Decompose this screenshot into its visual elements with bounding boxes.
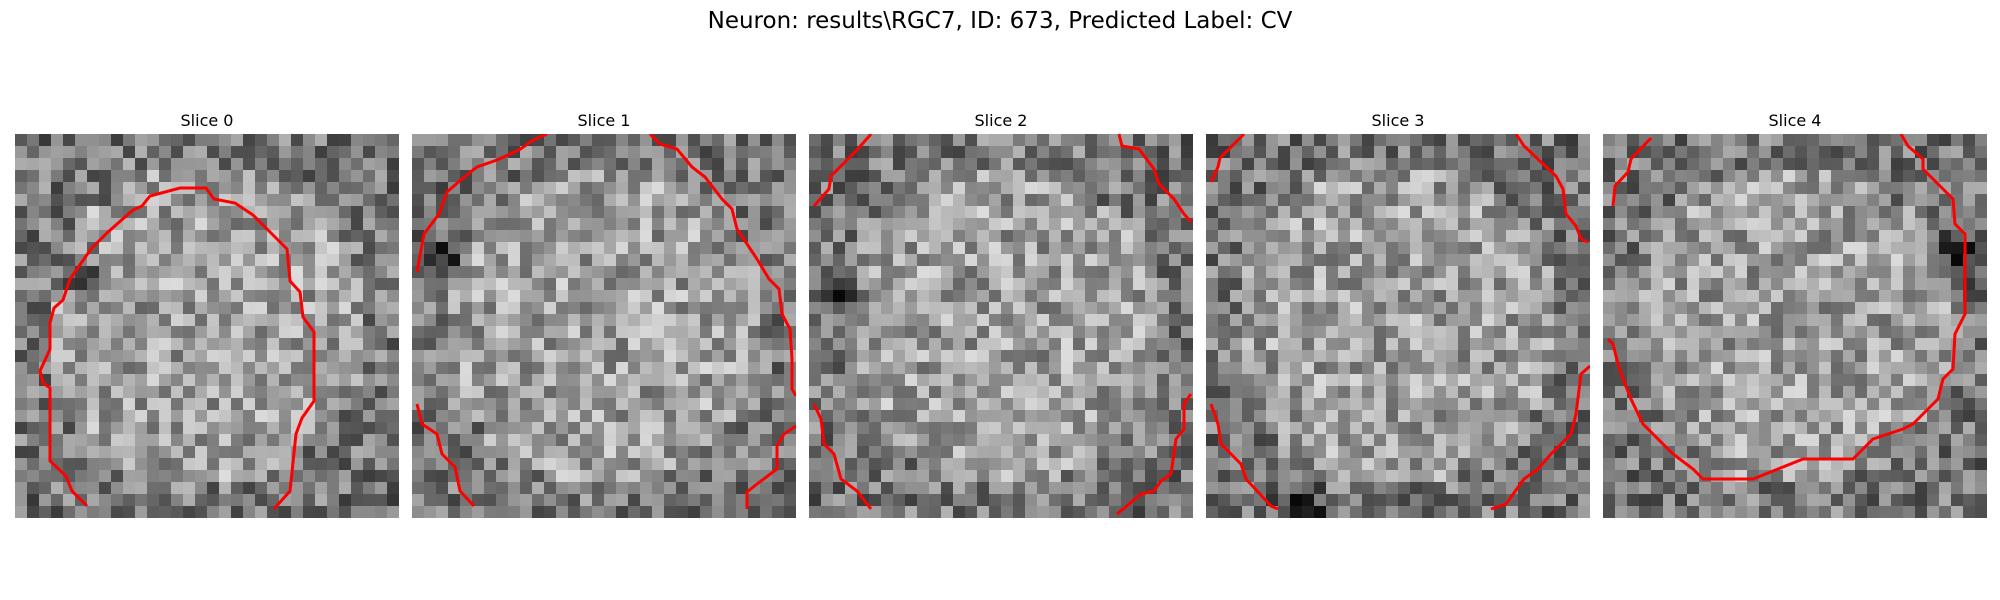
segmentation-contour	[415, 134, 548, 273]
slice-image	[809, 134, 1193, 518]
slice-image	[15, 134, 399, 518]
pixel-grid	[15, 134, 399, 518]
segmentation-contour	[1490, 364, 1590, 511]
slice-title: Slice 1	[577, 111, 631, 130]
segmentation-contour	[1116, 393, 1193, 516]
segmentation-contour	[812, 403, 873, 510]
pixel-grid	[1206, 134, 1590, 518]
slice-panel-0: Slice 0	[15, 108, 399, 518]
slice-image	[412, 134, 796, 518]
segmentation-contour	[648, 134, 796, 397]
segmentation-contour	[1209, 403, 1279, 511]
segmentation-contour	[745, 424, 796, 509]
slice-panel-4: Slice 4	[1603, 108, 1987, 518]
slice-panel-1: Slice 1	[412, 108, 796, 518]
segmentation-contour	[812, 134, 873, 207]
segmentation-contour	[38, 186, 316, 510]
slice-title: Slice 0	[180, 111, 234, 130]
pixel-grid	[412, 134, 796, 518]
slice-panel-2: Slice 2	[809, 108, 1193, 518]
segmentation-contour	[1117, 134, 1193, 223]
slice-panel-3: Slice 3	[1206, 108, 1590, 518]
segmentation-contour	[1606, 134, 1967, 481]
slice-title: Slice 2	[974, 111, 1028, 130]
segmentation-contour	[1611, 136, 1653, 207]
slice-title: Slice 3	[1371, 111, 1425, 130]
figure-title: Neuron: results\RGC7, ID: 673, Predicted…	[707, 8, 1293, 34]
slice-image	[1603, 134, 1987, 518]
segmentation-contour	[1209, 134, 1246, 183]
slice-image	[1206, 134, 1590, 518]
pixel-grid	[809, 134, 1193, 518]
segmentation-contour	[415, 403, 476, 508]
pixel-grid	[1603, 134, 1987, 518]
segmentation-contour	[1514, 134, 1589, 244]
slice-title: Slice 4	[1768, 111, 1822, 130]
